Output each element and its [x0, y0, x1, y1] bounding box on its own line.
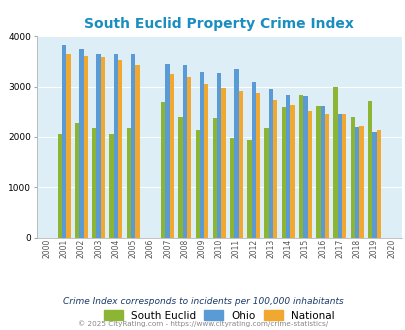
Bar — [204, 83, 208, 238]
Bar — [75, 123, 79, 238]
Bar — [303, 96, 307, 238]
Bar — [375, 130, 380, 238]
Bar — [324, 114, 328, 238]
Bar — [186, 77, 191, 238]
Bar — [247, 140, 251, 238]
Bar — [113, 54, 118, 238]
Bar — [268, 89, 273, 238]
Bar — [234, 69, 238, 238]
Bar — [195, 130, 199, 238]
Bar — [126, 128, 130, 238]
Bar — [371, 132, 375, 238]
Bar — [62, 45, 66, 238]
Bar — [169, 74, 174, 238]
Bar — [341, 114, 345, 238]
Bar — [255, 93, 260, 238]
Bar — [58, 134, 62, 238]
Bar — [238, 91, 242, 238]
Bar — [298, 95, 303, 238]
Bar — [66, 54, 70, 238]
Bar — [100, 57, 105, 238]
Bar — [83, 56, 87, 238]
Bar — [320, 106, 324, 238]
Legend: South Euclid, Ohio, National: South Euclid, Ohio, National — [100, 307, 337, 324]
Bar — [290, 105, 294, 238]
Bar — [251, 82, 255, 238]
Title: South Euclid Property Crime Index: South Euclid Property Crime Index — [84, 17, 353, 31]
Bar — [212, 118, 217, 238]
Bar — [264, 128, 268, 238]
Bar — [178, 117, 182, 238]
Bar — [96, 54, 100, 238]
Bar — [350, 117, 354, 238]
Bar — [165, 64, 169, 238]
Text: © 2025 CityRating.com - https://www.cityrating.com/crime-statistics/: © 2025 CityRating.com - https://www.city… — [78, 320, 327, 327]
Bar — [135, 65, 139, 238]
Bar — [315, 106, 320, 238]
Bar — [161, 102, 165, 238]
Bar — [182, 65, 186, 238]
Bar — [92, 128, 96, 238]
Text: Crime Index corresponds to incidents per 100,000 inhabitants: Crime Index corresponds to incidents per… — [62, 297, 343, 306]
Bar — [130, 54, 135, 238]
Bar — [217, 73, 221, 238]
Bar — [367, 101, 371, 238]
Bar — [118, 60, 122, 238]
Bar — [286, 95, 290, 238]
Bar — [307, 111, 311, 238]
Bar — [273, 100, 277, 238]
Bar — [79, 49, 83, 238]
Bar — [221, 88, 225, 238]
Bar — [337, 114, 341, 238]
Bar — [281, 107, 286, 238]
Bar — [358, 126, 363, 238]
Bar — [199, 72, 204, 238]
Bar — [109, 134, 113, 238]
Bar — [230, 138, 234, 238]
Bar — [333, 87, 337, 238]
Bar — [354, 127, 358, 238]
